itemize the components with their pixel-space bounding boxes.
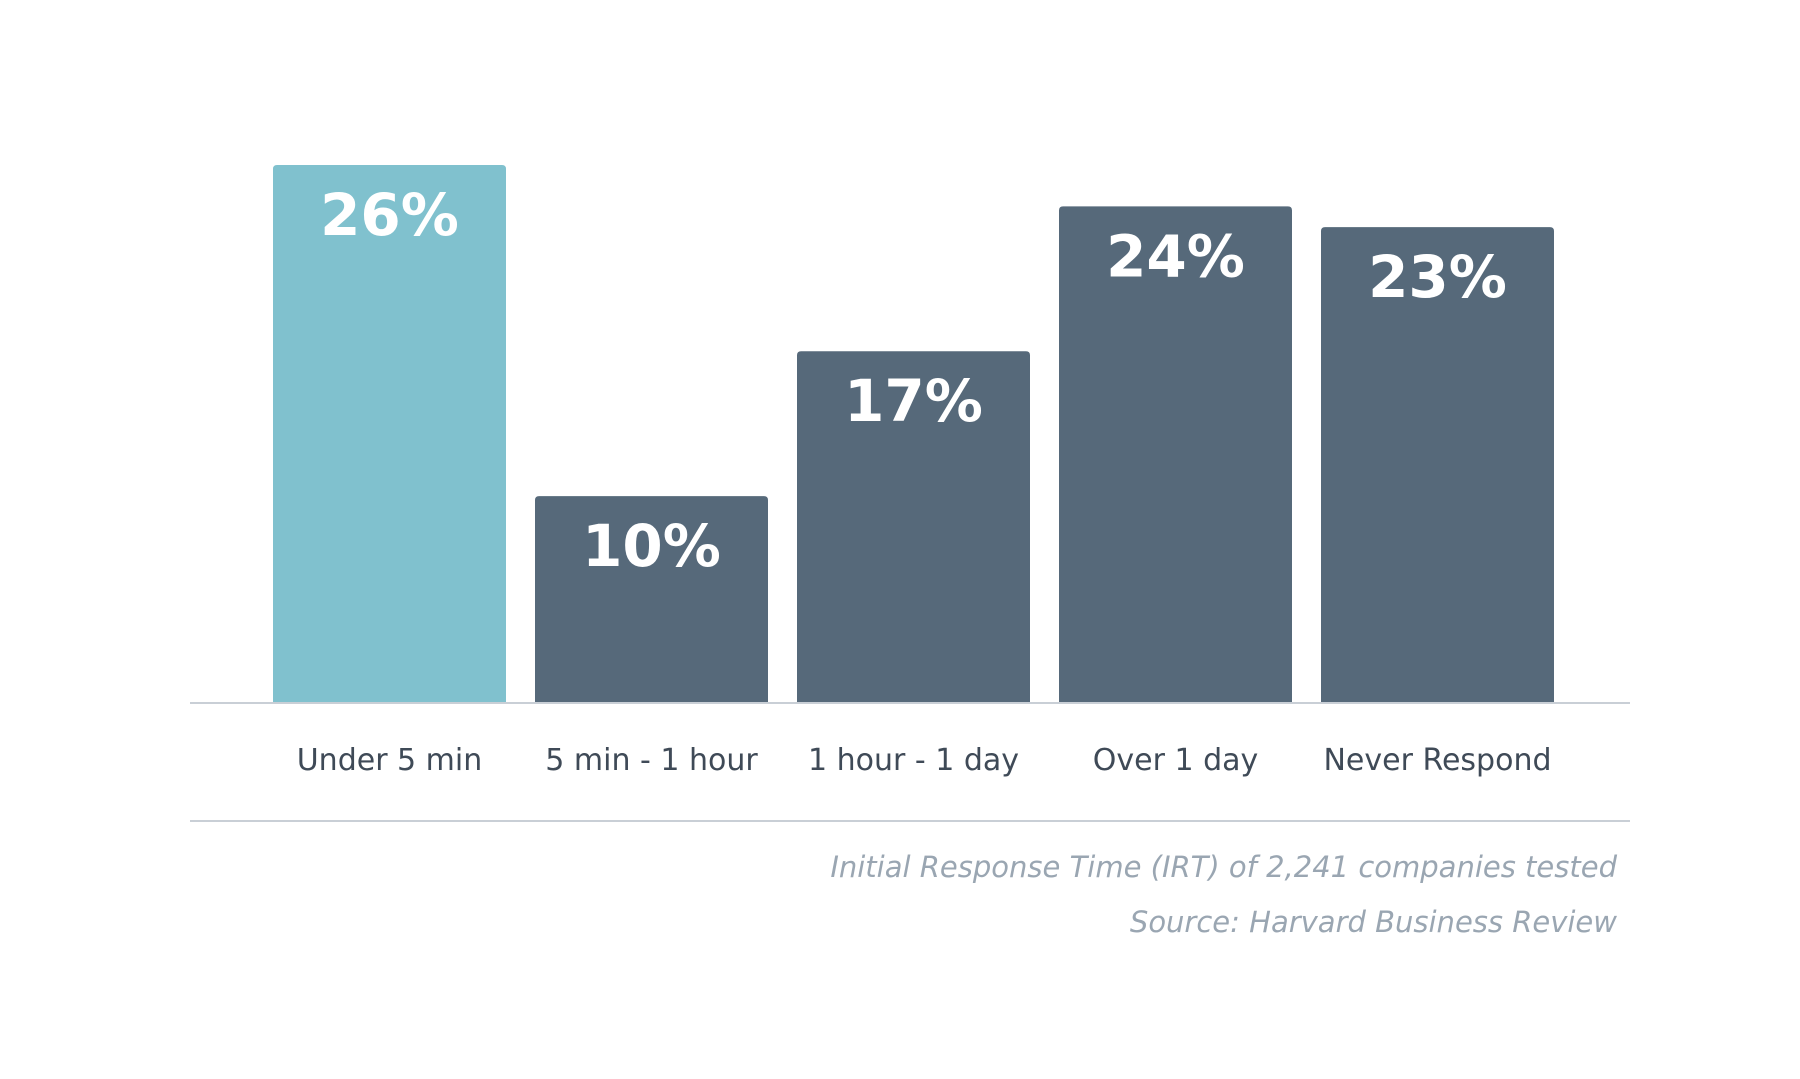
- bar-value-label-2: 10%: [582, 512, 721, 580]
- bar-5: [1321, 227, 1554, 704]
- bar-value-label-3: 17%: [844, 367, 983, 435]
- category-label-4: Over 1 day: [1093, 743, 1259, 778]
- bar-value-label-1: 26%: [320, 181, 459, 249]
- bars-layer: [273, 165, 1554, 704]
- caption-line-1: Initial Response Time (IRT) of 2,241 com…: [830, 850, 1617, 884]
- category-label-5: Never Respond: [1323, 743, 1551, 778]
- category-label-2: 5 min - 1 hour: [545, 743, 758, 778]
- bar-value-label-5: 23%: [1368, 243, 1507, 311]
- bar-4: [1059, 206, 1292, 703]
- bar-3: [797, 351, 1030, 703]
- bar-value-label-4: 24%: [1106, 222, 1245, 290]
- caption-source: Source: Harvard Business Review: [1130, 905, 1617, 939]
- category-label-1: Under 5 min: [297, 743, 483, 778]
- bar-2: [535, 496, 768, 703]
- bar-1: [273, 165, 506, 703]
- bar-value-labels: 26% 10% 17% 24% 23%: [320, 181, 1507, 580]
- category-labels: Under 5 min 5 min - 1 hour 1 hour - 1 day O…: [297, 743, 1552, 778]
- category-label-3: 1 hour - 1 day: [808, 743, 1019, 778]
